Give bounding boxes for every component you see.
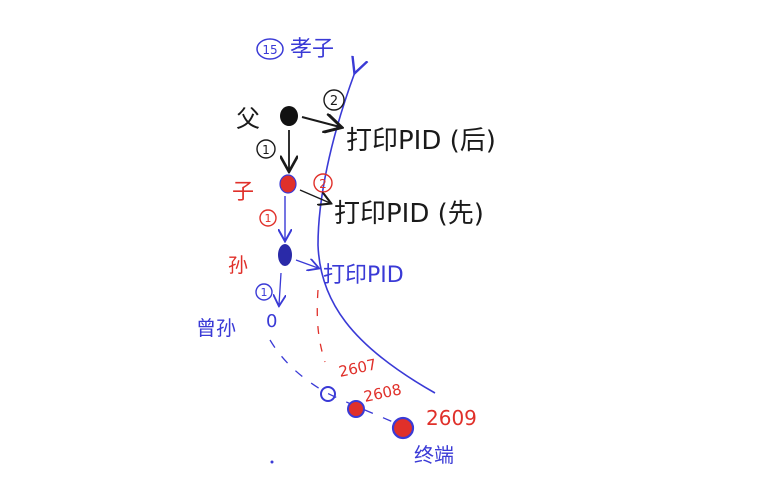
title-number-circle <box>256 38 284 60</box>
step-red-2: 2 <box>319 177 327 191</box>
blue-dashed-path <box>269 339 401 426</box>
step-black-2: 2 <box>330 94 338 109</box>
pid-2609: 2609 <box>426 406 477 430</box>
son-print-arrow <box>299 189 330 203</box>
process-2608-circle <box>347 400 365 418</box>
terminal-label: 终端 <box>414 443 454 467</box>
print-grandson-text: 打印PID <box>323 263 404 288</box>
stray-dot <box>270 460 274 464</box>
process-2607-circle <box>320 386 336 402</box>
grandson-dot <box>278 244 292 266</box>
pid-2608: 2608 <box>362 380 403 406</box>
step-red-1: 1 <box>265 212 272 225</box>
father-dot <box>280 106 298 126</box>
print-father-text: 打印PID (后) <box>346 126 496 156</box>
great-grandson-node: 曾孙 0 <box>196 311 277 340</box>
step-blue-1-circle <box>255 283 273 301</box>
step-blue-1: 1 <box>261 286 268 299</box>
step-black-2-circle <box>323 89 345 111</box>
father-node: 父 <box>236 105 298 133</box>
title: 15 孝子 <box>256 37 334 62</box>
son-dot <box>279 174 297 194</box>
great-grandson-label: 曾孙 <box>196 316 236 340</box>
step-red-1-circle <box>259 209 277 227</box>
grandson-print-arrow <box>295 260 318 268</box>
print-son-text: 打印PID (先) <box>334 199 484 229</box>
title-text: 孝子 <box>290 37 334 62</box>
father-print-arrow <box>301 117 340 127</box>
red-dashed-path <box>316 289 326 363</box>
title-number: 15 <box>262 43 277 57</box>
pid-2607: 2607 <box>337 355 378 381</box>
step-black-1: 1 <box>262 143 270 157</box>
grandson-label: 孙 <box>228 253 248 277</box>
process-2609-circle <box>391 416 415 440</box>
son-node: 子 <box>232 174 297 205</box>
time-axis-curve <box>317 72 436 394</box>
great-grandson-value: 0 <box>266 311 277 332</box>
father-label: 父 <box>236 105 260 133</box>
step-black-1-circle <box>256 139 276 159</box>
son-label: 子 <box>232 180 254 205</box>
step-red-2-circle <box>313 173 333 193</box>
grandson-node: 孙 <box>228 244 292 277</box>
grandson-to-great-arrow <box>279 272 281 305</box>
